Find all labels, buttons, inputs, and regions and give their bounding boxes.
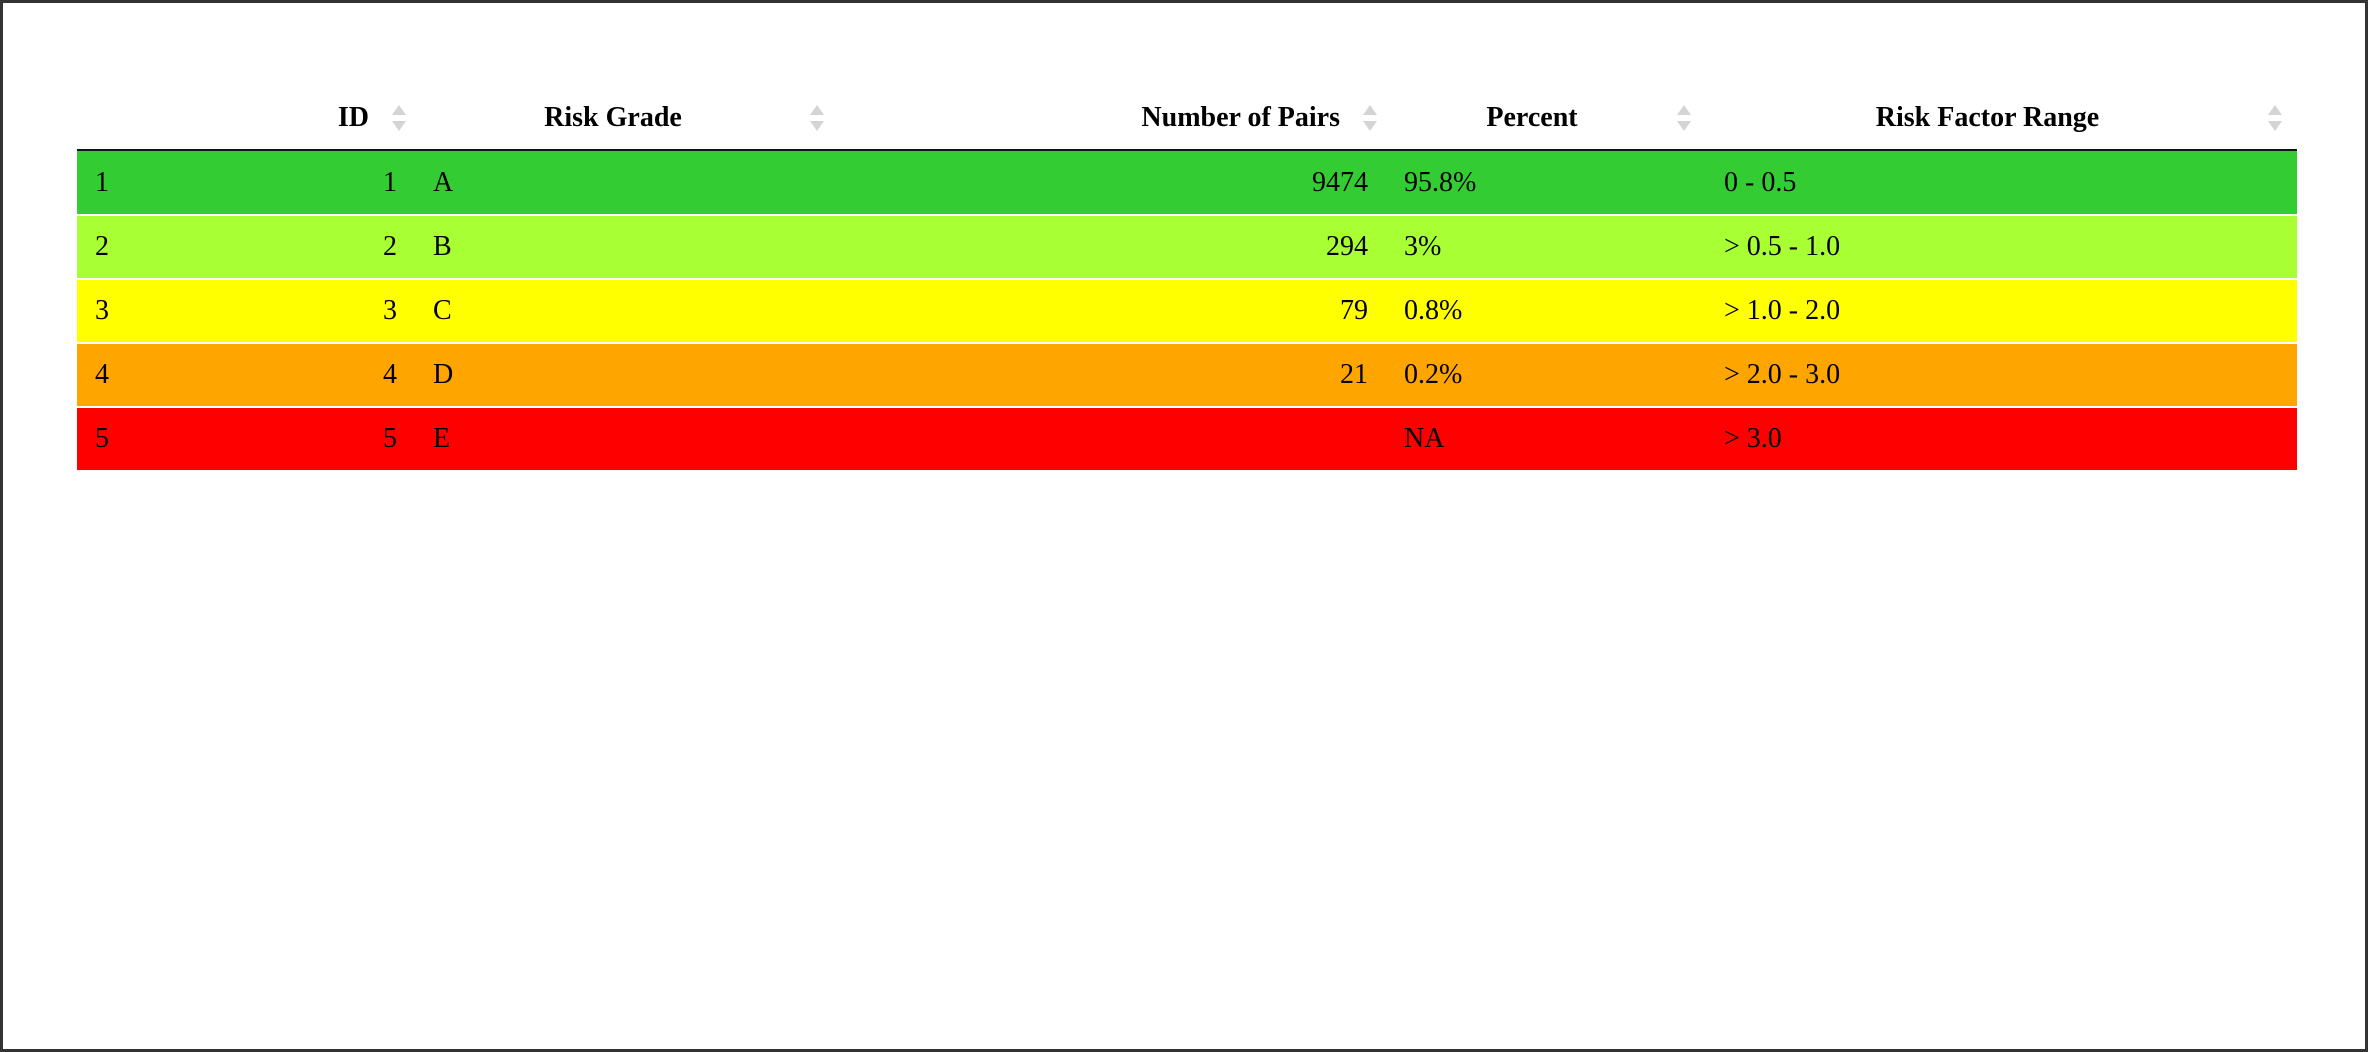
- table-row: 1 1 A 9474 95.8% 0 - 0.5: [77, 150, 2297, 215]
- risk-grade-header-label: Risk Grade: [544, 102, 682, 133]
- number-of-pairs-column-header[interactable]: Number of Pairs: [839, 87, 1386, 151]
- row-number-cell: 4: [77, 342, 271, 407]
- number-of-pairs-header-label: Number of Pairs: [1141, 102, 1340, 133]
- id-cell: 1: [271, 150, 415, 215]
- percent-cell: 3%: [1386, 214, 1706, 279]
- risk-factor-range-header-label: Risk Factor Range: [1875, 102, 2100, 133]
- risk-grade-table: ID Risk Grade Number of Pairs Percent Ri…: [77, 87, 2297, 470]
- id-cell: 5: [271, 406, 415, 470]
- percent-cell: 0.8%: [1386, 278, 1706, 343]
- sort-both-icon[interactable]: [809, 103, 825, 133]
- percent-cell: 95.8%: [1386, 150, 1706, 215]
- number-of-pairs-cell: 79: [839, 278, 1386, 343]
- risk-grade-cell: D: [415, 342, 839, 407]
- risk-grade-cell: E: [415, 406, 839, 470]
- id-cell: 3: [271, 278, 415, 343]
- risk-factor-range-column-header[interactable]: Risk Factor Range: [1706, 87, 2297, 151]
- sort-both-icon[interactable]: [1676, 103, 1692, 133]
- risk-factor-range-cell: > 1.0 - 2.0: [1706, 278, 2297, 343]
- percent-header-label: Percent: [1486, 102, 1578, 133]
- rowname-header: [77, 87, 271, 151]
- table-row: 2 2 B 294 3% > 0.5 - 1.0: [77, 214, 2297, 279]
- table-body: 1 1 A 9474 95.8% 0 - 0.5 2 2 B 294 3% > 0.5 - 1.0 3 3…: [77, 150, 2297, 470]
- sort-both-icon[interactable]: [2267, 103, 2283, 133]
- table-row: 5 5 E NA > 3.0: [77, 406, 2297, 470]
- risk-factor-range-cell: > 2.0 - 3.0: [1706, 342, 2297, 407]
- id-cell: 2: [271, 214, 415, 279]
- risk-grade-column-header[interactable]: Risk Grade: [415, 87, 839, 151]
- id-column-header[interactable]: ID: [271, 87, 415, 151]
- row-number-cell: 1: [77, 150, 271, 215]
- table-row: 3 3 C 79 0.8% > 1.0 - 2.0: [77, 278, 2297, 343]
- percent-column-header[interactable]: Percent: [1386, 87, 1706, 151]
- percent-cell: 0.2%: [1386, 342, 1706, 407]
- id-cell: 4: [271, 342, 415, 407]
- table-row: 4 4 D 21 0.2% > 2.0 - 3.0: [77, 342, 2297, 407]
- row-number-cell: 3: [77, 278, 271, 343]
- number-of-pairs-cell: [839, 406, 1386, 470]
- row-number-cell: 2: [77, 214, 271, 279]
- number-of-pairs-cell: 294: [839, 214, 1386, 279]
- risk-factor-range-cell: > 0.5 - 1.0: [1706, 214, 2297, 279]
- risk-factor-range-cell: > 3.0: [1706, 406, 2297, 470]
- sort-both-icon[interactable]: [1362, 103, 1378, 133]
- row-number-cell: 5: [77, 406, 271, 470]
- risk-grade-cell: B: [415, 214, 839, 279]
- risk-grade-cell: A: [415, 150, 839, 215]
- id-header-label: ID: [337, 102, 369, 133]
- risk-factor-range-cell: 0 - 0.5: [1706, 150, 2297, 215]
- table-header-row: ID Risk Grade Number of Pairs Percent Ri…: [77, 87, 2297, 151]
- number-of-pairs-cell: 9474: [839, 150, 1386, 215]
- sort-both-icon[interactable]: [391, 103, 407, 133]
- percent-cell: NA: [1386, 406, 1706, 470]
- number-of-pairs-cell: 21: [839, 342, 1386, 407]
- risk-grade-cell: C: [415, 278, 839, 343]
